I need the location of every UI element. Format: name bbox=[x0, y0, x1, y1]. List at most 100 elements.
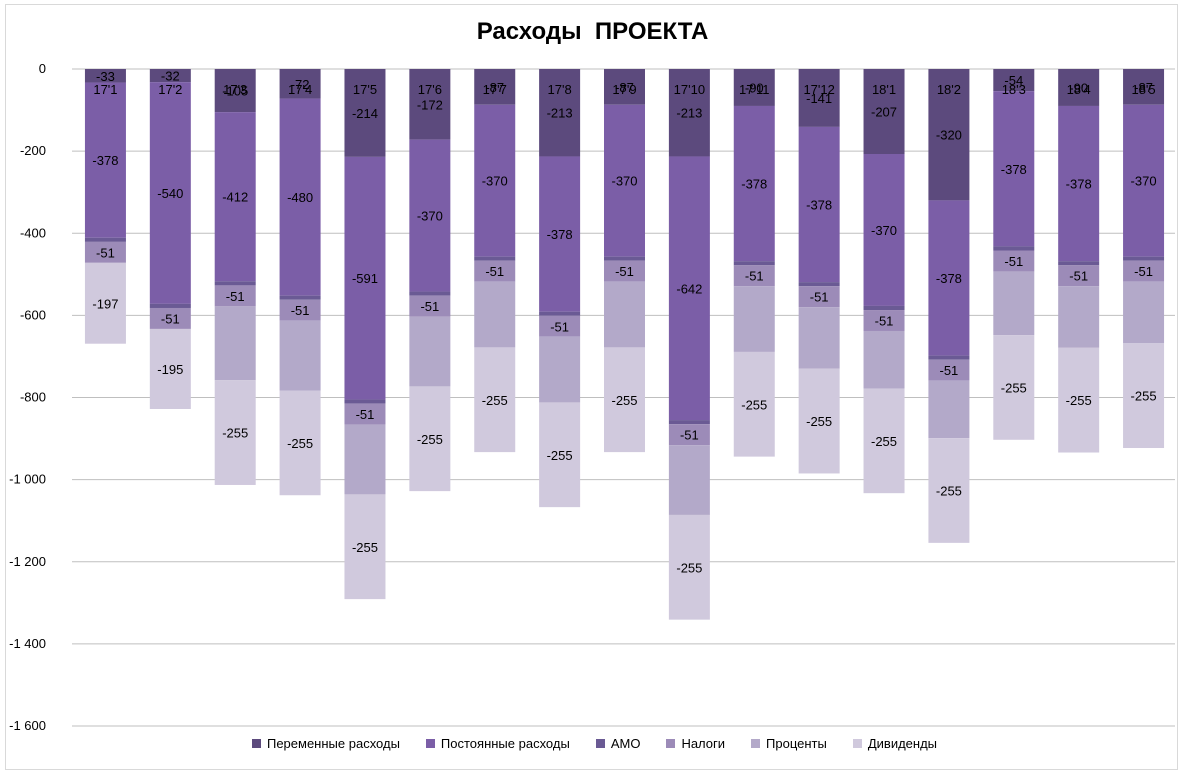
bar-segment bbox=[149, 328, 191, 409]
data-label: -255 bbox=[352, 540, 378, 555]
bar-segment bbox=[344, 403, 386, 425]
data-label: -51 bbox=[550, 319, 569, 334]
data-label: -87 bbox=[485, 80, 504, 95]
legend-item: Проценты bbox=[747, 736, 827, 751]
bar-segment bbox=[863, 153, 905, 306]
data-label: -378 bbox=[1001, 162, 1027, 177]
bar-segment bbox=[668, 445, 710, 515]
bar-segment bbox=[668, 156, 710, 421]
bar-segment bbox=[84, 237, 126, 242]
data-label: -51 bbox=[96, 245, 115, 260]
legend-label: Переменные расходы bbox=[266, 736, 400, 751]
bar-segment bbox=[1058, 265, 1100, 287]
bar-segment bbox=[409, 295, 451, 317]
data-label: -87 bbox=[1134, 80, 1153, 95]
bar-segment bbox=[539, 311, 581, 316]
bar-segment bbox=[279, 98, 321, 296]
legend: Переменные расходы Постоянные расходы АМО Н… bbox=[0, 736, 1185, 751]
data-label: -51 bbox=[1069, 269, 1088, 284]
bar-segment bbox=[1123, 260, 1165, 282]
bar-segment bbox=[604, 104, 645, 257]
legend-label: Налоги bbox=[681, 736, 726, 751]
data-label: -255 bbox=[1131, 389, 1157, 404]
bar-segment bbox=[539, 336, 581, 403]
bar-segment bbox=[279, 299, 321, 321]
bar-segment bbox=[1058, 347, 1100, 453]
legend-swatch bbox=[251, 739, 261, 748]
bar-segment bbox=[1123, 281, 1165, 344]
data-label: -51 bbox=[226, 289, 245, 304]
bar-segment bbox=[733, 105, 775, 262]
data-label: -51 bbox=[161, 311, 180, 326]
data-label: -642 bbox=[676, 281, 702, 296]
category-label: 17'9 bbox=[612, 82, 636, 97]
data-label: -255 bbox=[417, 432, 443, 447]
y-tick-label: 0 bbox=[39, 61, 46, 76]
y-tick-label: -800 bbox=[20, 390, 46, 405]
data-label: -412 bbox=[222, 190, 248, 205]
bar-segment bbox=[149, 69, 191, 83]
data-label: -51 bbox=[420, 299, 439, 314]
data-label: -378 bbox=[741, 177, 767, 192]
bar-segment bbox=[668, 514, 710, 620]
data-label: -378 bbox=[547, 227, 573, 242]
bar-segment bbox=[84, 262, 126, 344]
bar-segment bbox=[474, 104, 516, 257]
legend-swatch bbox=[852, 739, 862, 748]
y-tick-label: -400 bbox=[20, 225, 46, 240]
bar-segment bbox=[928, 380, 970, 439]
category-label: 17'5 bbox=[353, 82, 377, 97]
legend-item: АМО bbox=[592, 736, 640, 751]
category-label: 18'2 bbox=[937, 82, 961, 97]
bar-segment bbox=[928, 200, 970, 356]
bar-segment bbox=[668, 69, 710, 157]
data-label: -255 bbox=[482, 393, 508, 408]
data-label: -51 bbox=[680, 428, 699, 443]
data-label: -255 bbox=[287, 436, 313, 451]
data-label: -255 bbox=[871, 434, 897, 449]
legend-item: Постоянные расходы bbox=[422, 736, 570, 751]
data-label: -214 bbox=[352, 106, 378, 121]
data-label: -172 bbox=[417, 97, 443, 112]
y-tick-label: -200 bbox=[20, 143, 46, 158]
bars bbox=[84, 69, 1165, 620]
category-label: 18'5 bbox=[1131, 82, 1155, 97]
data-label: -32 bbox=[161, 69, 180, 84]
bar-segment bbox=[409, 316, 451, 387]
bar-segment bbox=[279, 69, 321, 99]
data-label: -320 bbox=[936, 128, 962, 143]
bar-segment bbox=[863, 69, 905, 154]
bar-segment bbox=[539, 156, 581, 312]
legend-label: Дивиденды bbox=[867, 736, 938, 751]
data-label: -255 bbox=[1001, 380, 1027, 395]
category-label: 18'1 bbox=[872, 82, 896, 97]
data-label: -72 bbox=[291, 77, 310, 92]
bar-segment bbox=[733, 351, 775, 457]
bar-segment bbox=[279, 320, 321, 391]
bar-segment bbox=[863, 330, 905, 389]
bar-segment bbox=[214, 306, 256, 381]
category-label: 17'4 bbox=[288, 82, 312, 97]
bar-segment bbox=[798, 286, 840, 308]
data-label: -255 bbox=[806, 414, 832, 429]
data-label: -51 bbox=[356, 407, 375, 422]
data-label: -480 bbox=[287, 190, 313, 205]
data-label: -87 bbox=[615, 80, 634, 95]
category-label: 17'2 bbox=[158, 82, 182, 97]
data-label: -51 bbox=[615, 264, 634, 279]
bar-segment bbox=[928, 69, 970, 201]
bar-segment bbox=[733, 265, 775, 287]
legend-item: Дивиденды bbox=[849, 736, 937, 751]
data-label: -540 bbox=[157, 186, 183, 201]
bar-segment bbox=[474, 256, 516, 261]
bar-segment bbox=[474, 69, 516, 105]
data-label: -51 bbox=[940, 363, 959, 378]
legend-swatch bbox=[751, 739, 761, 748]
y-tick-label: -1 600 bbox=[9, 718, 46, 733]
data-label: -255 bbox=[547, 448, 573, 463]
data-label: -591 bbox=[352, 271, 378, 286]
bar-segment bbox=[1058, 69, 1100, 106]
data-label: -378 bbox=[1066, 177, 1092, 192]
legend-label: Проценты bbox=[766, 736, 827, 751]
bar-segment bbox=[474, 281, 516, 348]
